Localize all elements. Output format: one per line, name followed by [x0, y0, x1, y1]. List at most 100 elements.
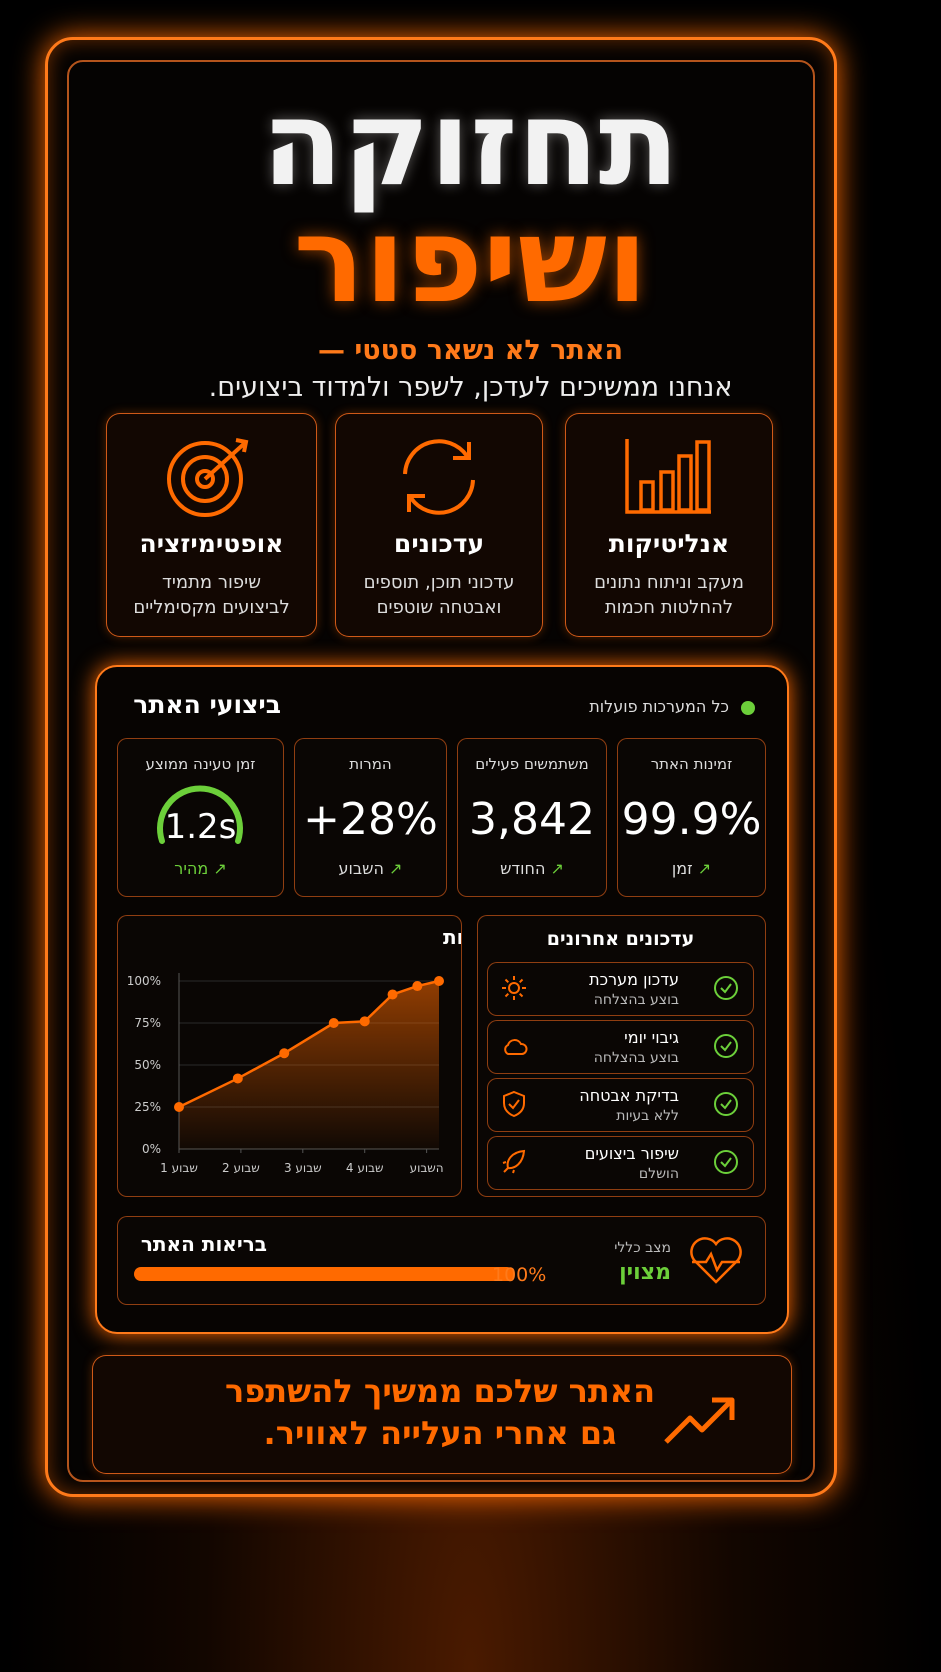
point: [434, 976, 444, 986]
update-title: גיבוי יומי: [624, 1028, 679, 1047]
subtitle: אנחנו ממשיכים לעדכן, לשפר ולמדוד ביצועים…: [208, 372, 733, 403]
update-item: עדכון מערכת בוצע בהצלחה: [487, 962, 754, 1016]
point: [328, 1018, 339, 1028]
update-item: בדיקת אבטחה ללא בעיות: [487, 1078, 754, 1132]
update-icon: [504, 1039, 528, 1055]
metric-card: משתמשים פעילים 3,842 ↗ החודש: [457, 738, 607, 897]
update-title: שיפור ביצועים: [584, 1144, 679, 1163]
metric-note-text: החודש: [500, 859, 546, 878]
y-tick-label: 50%: [134, 1058, 161, 1072]
update-status: הושלם: [638, 1166, 679, 1182]
subtitle: האתר לא נשאר סטטי —: [317, 335, 624, 366]
metric-note-text: השבוע: [338, 859, 384, 878]
health-track: [134, 1267, 514, 1281]
update-icon: [503, 1090, 525, 1118]
metric-card: המרות +28% ↗ השבוע: [294, 738, 447, 897]
health-status-label: מצב כללי: [614, 1240, 671, 1256]
x-tick-label: שבוע 1: [160, 1161, 198, 1175]
gauge: [157, 785, 243, 844]
metric-value: +28%: [303, 794, 438, 845]
point: [174, 1102, 184, 1112]
heart-icon: [690, 1237, 742, 1284]
metric-card: זמן טעינה ממוצע 1.2s ↗ מהיר: [117, 738, 284, 897]
status-text: כל המערכות פועלות: [589, 697, 729, 716]
feature-card: אנליטיקות מעקב וניתוח נתונים להחלטות חכמ…: [565, 413, 773, 637]
x-tick-label: שבוע 4: [346, 1161, 384, 1175]
metric-note: ↗ החודש: [500, 859, 564, 878]
metric-value: 99.9%: [621, 794, 762, 845]
feature-text: להחלטות חכמות: [604, 597, 734, 618]
metric-value: 3,842: [469, 794, 595, 845]
y-tick-label: 25%: [134, 1100, 161, 1114]
metric-label: זמן טעינה ממוצע: [145, 755, 256, 773]
health-bar: [134, 1267, 514, 1281]
metric-note: ↗ מהיר: [174, 859, 227, 878]
metric-note-text: זמן: [671, 859, 693, 878]
metric-label: זמינות האתר: [650, 755, 733, 773]
area: [179, 981, 439, 1149]
x-tick-label: השבוע: [410, 1161, 444, 1175]
y-tick-label: 0%: [142, 1142, 161, 1156]
cta-text: האתר שלכם ממשיך להשתפר: [224, 1372, 656, 1410]
point: [359, 1016, 370, 1027]
metric-note: ↗ השבוע: [338, 859, 403, 878]
updates-title: עדכונים אחרונים: [546, 928, 695, 950]
feature-text: ואבטחה שוטפים: [376, 597, 502, 618]
update-icon: [502, 976, 526, 1000]
health-title: בריאות האתר: [140, 1232, 267, 1256]
x-tick-label: שבוע 2: [222, 1161, 260, 1175]
trend-icon: [664, 1397, 735, 1444]
title-line: ושיפור: [293, 191, 648, 329]
inner-frame: [67, 60, 815, 1482]
health-value: 100%: [492, 1264, 547, 1286]
point: [232, 1073, 243, 1084]
update-status: בוצע בהצלחה: [593, 992, 679, 1008]
feature-card: אופטימיזציה שיפור מתמיד לביצועים מקסימלי…: [106, 413, 317, 637]
feature-text: מעקב וניתוח נתונים: [594, 572, 744, 593]
feature-card: עדכונים עדכוני תוכן, תוספים ואבטחה שוטפי…: [335, 413, 543, 637]
target-icon: [167, 438, 249, 517]
metric-card: זמינות האתר 99.9% ↗ זמן: [617, 738, 766, 897]
metric-label: המרות: [349, 755, 392, 773]
health-card: [117, 1216, 766, 1305]
point: [412, 981, 423, 992]
y-tick-label: 75%: [134, 1016, 161, 1030]
metric-label: משתמשים פעילים: [475, 755, 589, 773]
metric-note: ↗ זמן: [671, 859, 712, 878]
status-dot: [741, 701, 755, 715]
feature-text: לביצועים מקסימליים: [133, 597, 290, 618]
dashboard-title: ביצועי האתר: [133, 690, 281, 719]
feature-text: עדכוני תוכן, תוספים: [363, 572, 515, 593]
feature-title: עדכונים: [393, 529, 485, 558]
x-tick-label: שבוע 3: [284, 1161, 322, 1175]
check-icon: [714, 1092, 738, 1116]
update-status: ללא בעיות: [616, 1108, 679, 1124]
updates-icon: [403, 439, 475, 515]
check-icon: [714, 1034, 738, 1058]
point: [279, 1048, 290, 1059]
update-item: גיבוי יומי בוצע בהצלחה: [487, 1020, 754, 1074]
cta-text: גם אחרי העלייה לאוויר.: [263, 1414, 617, 1452]
feature-title: אופטימיזציה: [139, 529, 284, 558]
metric-note-text: מהיר: [174, 859, 209, 878]
feature-title: אנליטיקות: [608, 529, 730, 558]
health-status: מצוין: [619, 1260, 671, 1285]
y-tick-label: 100%: [127, 974, 161, 988]
update-title: בדיקת אבטחה: [579, 1086, 679, 1105]
point: [387, 989, 398, 1000]
update-title: עדכון מערכת: [589, 970, 679, 989]
cta-card: [92, 1355, 792, 1474]
update-status: בוצע בהצלחה: [593, 1050, 679, 1066]
feature-text: שיפור מתמיד: [162, 572, 261, 593]
title-line: תחזוקה: [261, 74, 680, 212]
metric-value: 1.2s: [164, 807, 237, 847]
analytics-icon: [625, 439, 711, 514]
check-icon: [714, 1150, 738, 1174]
update-item: שיפור ביצועים הושלם: [487, 1136, 754, 1190]
update-icon: [502, 1149, 526, 1174]
check-icon: [714, 976, 738, 1000]
